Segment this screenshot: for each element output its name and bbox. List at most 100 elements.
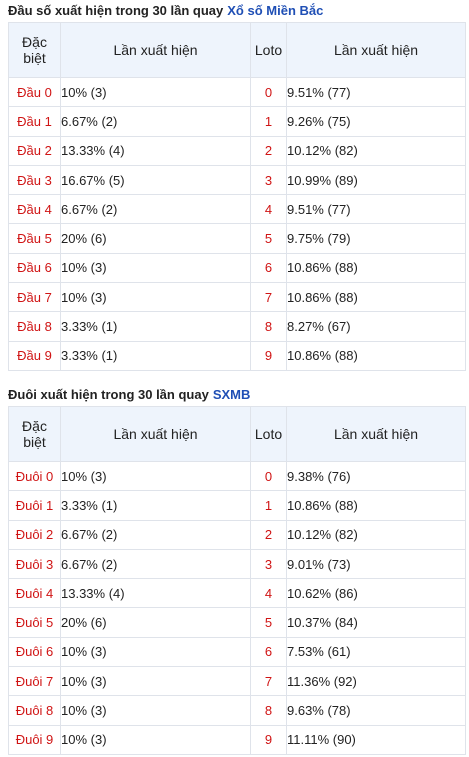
- section-title: Đầu số xuất hiện trong 30 lần quay Xổ số …: [8, 0, 465, 22]
- freq-cell: 10% (3): [60, 636, 251, 668]
- freq-cell: 3.33% (1): [60, 311, 251, 342]
- bar-label: 6.67% (2): [61, 113, 118, 129]
- row-label: Đuôi 0: [8, 460, 61, 492]
- bar-label: 3.33% (1): [61, 497, 118, 513]
- loto-number: 4: [250, 194, 287, 225]
- loto-freq-cell: 9.01% (73): [286, 548, 466, 580]
- bar-label: 10.12% (82): [287, 527, 358, 543]
- row-label: Đầu 8: [8, 311, 61, 342]
- row-label: Đuôi 2: [8, 519, 61, 550]
- loto-number: 9: [250, 724, 287, 755]
- bar-label: 9.51% (77): [287, 84, 351, 100]
- row-label: Đuôi 5: [8, 607, 61, 638]
- header-cell: Lần xuất hiện: [60, 22, 251, 78]
- loto-freq-cell: 10.86% (88): [286, 252, 466, 284]
- row: Đuôi 4 13.33% (4) 4 10.62% (86): [8, 578, 466, 609]
- loto-freq-cell: 9.38% (76): [286, 460, 466, 492]
- bar-label: 6.67% (2): [61, 527, 118, 543]
- loto-freq-cell: 10.86% (88): [286, 282, 466, 313]
- header-row: Đặc biệt Lần xuất hiện Loto Lần xuất hiện: [8, 405, 466, 462]
- row-label: Đầu 6: [8, 252, 61, 284]
- bar-label: 10% (3): [61, 260, 107, 276]
- loto-freq-cell: 10.12% (82): [286, 135, 466, 166]
- loto-number: 8: [250, 695, 287, 726]
- row: Đuôi 1 3.33% (1) 1 10.86% (88): [8, 490, 466, 521]
- freq-cell: 13.33% (4): [60, 578, 251, 609]
- row: Đầu 6 10% (3) 6 10.86% (88): [8, 252, 466, 284]
- freq-cell: 6.67% (2): [60, 194, 251, 225]
- title-link[interactable]: Xổ số Miền Bắc: [227, 3, 324, 18]
- loto-freq-cell: 11.36% (92): [286, 666, 466, 697]
- row-label: Đuôi 8: [8, 695, 61, 726]
- row: Đuôi 5 20% (6) 5 10.37% (84): [8, 607, 466, 638]
- header-cell: Đặc biệt: [8, 22, 61, 78]
- row-label: Đầu 2: [8, 135, 61, 166]
- stats-table: Đặc biệt Lần xuất hiện Loto Lần xuất hiện Đu…: [8, 405, 466, 755]
- loto-freq-cell: 9.75% (79): [286, 223, 466, 254]
- loto-number: 8: [250, 311, 287, 342]
- loto-freq-cell: 9.63% (78): [286, 695, 466, 726]
- header-cell: Lần xuất hiện: [286, 22, 466, 78]
- loto-freq-cell: 9.26% (75): [286, 106, 466, 137]
- loto-number: 1: [250, 490, 287, 521]
- freq-cell: 13.33% (4): [60, 135, 251, 166]
- row-label: Đuôi 4: [8, 578, 61, 609]
- loto-freq-cell: 9.51% (77): [286, 194, 466, 225]
- freq-cell: 6.67% (2): [60, 519, 251, 550]
- row: Đầu 5 20% (6) 5 9.75% (79): [8, 223, 466, 254]
- freq-cell: 20% (6): [60, 607, 251, 638]
- bar-label: 9.75% (79): [287, 231, 351, 247]
- row-label: Đuôi 3: [8, 548, 61, 580]
- row: Đuôi 8 10% (3) 8 9.63% (78): [8, 695, 466, 726]
- bar-label: 10% (3): [61, 732, 107, 748]
- loto-number: 6: [250, 252, 287, 284]
- freq-cell: 6.67% (2): [60, 106, 251, 137]
- bar-label: 8.27% (67): [287, 319, 351, 335]
- loto-freq-cell: 8.27% (67): [286, 311, 466, 342]
- bar-label: 11.11% (90): [287, 732, 356, 748]
- loto-number: 7: [250, 282, 287, 313]
- stats-table: Đặc biệt Lần xuất hiện Loto Lần xuất hiện Đầ…: [8, 22, 466, 371]
- bar-label: 10% (3): [61, 673, 107, 689]
- loto-number: 0: [250, 460, 287, 492]
- loto-number: 0: [250, 76, 287, 108]
- freq-cell: 6.67% (2): [60, 548, 251, 580]
- bar-label: 10% (3): [61, 289, 107, 305]
- bar-label: 10.86% (88): [287, 260, 358, 276]
- freq-cell: 10% (3): [60, 252, 251, 284]
- loto-freq-cell: 10.37% (84): [286, 607, 466, 638]
- header-cell: Lần xuất hiện: [60, 405, 251, 462]
- freq-cell: 10% (3): [60, 76, 251, 108]
- freq-cell: 3.33% (1): [60, 490, 251, 521]
- loto-freq-cell: 10.99% (89): [286, 164, 466, 196]
- loto-number: 6: [250, 636, 287, 668]
- loto-number: 7: [250, 666, 287, 697]
- loto-number: 3: [250, 164, 287, 196]
- header-cell: Đặc biệt: [8, 405, 61, 462]
- row: Đầu 9 3.33% (1) 9 10.86% (88): [8, 340, 466, 371]
- freq-cell: 10% (3): [60, 666, 251, 697]
- bar-label: 3.33% (1): [61, 319, 118, 335]
- bar-label: 6.67% (2): [61, 201, 118, 217]
- bar-label: 11.36% (92): [287, 673, 357, 689]
- section-title: Đuôi xuất hiện trong 30 lần quay SXMB: [8, 384, 465, 406]
- loto-number: 2: [250, 135, 287, 166]
- row: Đuôi 0 10% (3) 0 9.38% (76): [8, 460, 466, 492]
- row: Đầu 7 10% (3) 7 10.86% (88): [8, 282, 466, 313]
- row: Đầu 8 3.33% (1) 8 8.27% (67): [8, 311, 466, 342]
- loto-number: 5: [250, 223, 287, 254]
- row: Đuôi 3 6.67% (2) 3 9.01% (73): [8, 548, 466, 580]
- row: Đầu 3 16.67% (5) 3 10.99% (89): [8, 164, 466, 196]
- bar-label: 10.86% (88): [287, 497, 358, 513]
- loto-freq-cell: 10.86% (88): [286, 490, 466, 521]
- bar-label: 9.38% (76): [287, 468, 351, 484]
- header-row: Đặc biệt Lần xuất hiện Loto Lần xuất hiện: [8, 22, 466, 78]
- title-link[interactable]: SXMB: [212, 386, 251, 402]
- loto-number: 1: [250, 106, 287, 137]
- row-label: Đầu 4: [8, 194, 61, 225]
- title-text: Đuôi xuất hiện trong 30 lần quay: [8, 386, 209, 402]
- bar-label: 9.26% (75): [287, 113, 351, 129]
- section: Đầu số xuất hiện trong 30 lần quay Xổ số …: [8, 0, 466, 371]
- row-label: Đuôi 1: [8, 490, 61, 521]
